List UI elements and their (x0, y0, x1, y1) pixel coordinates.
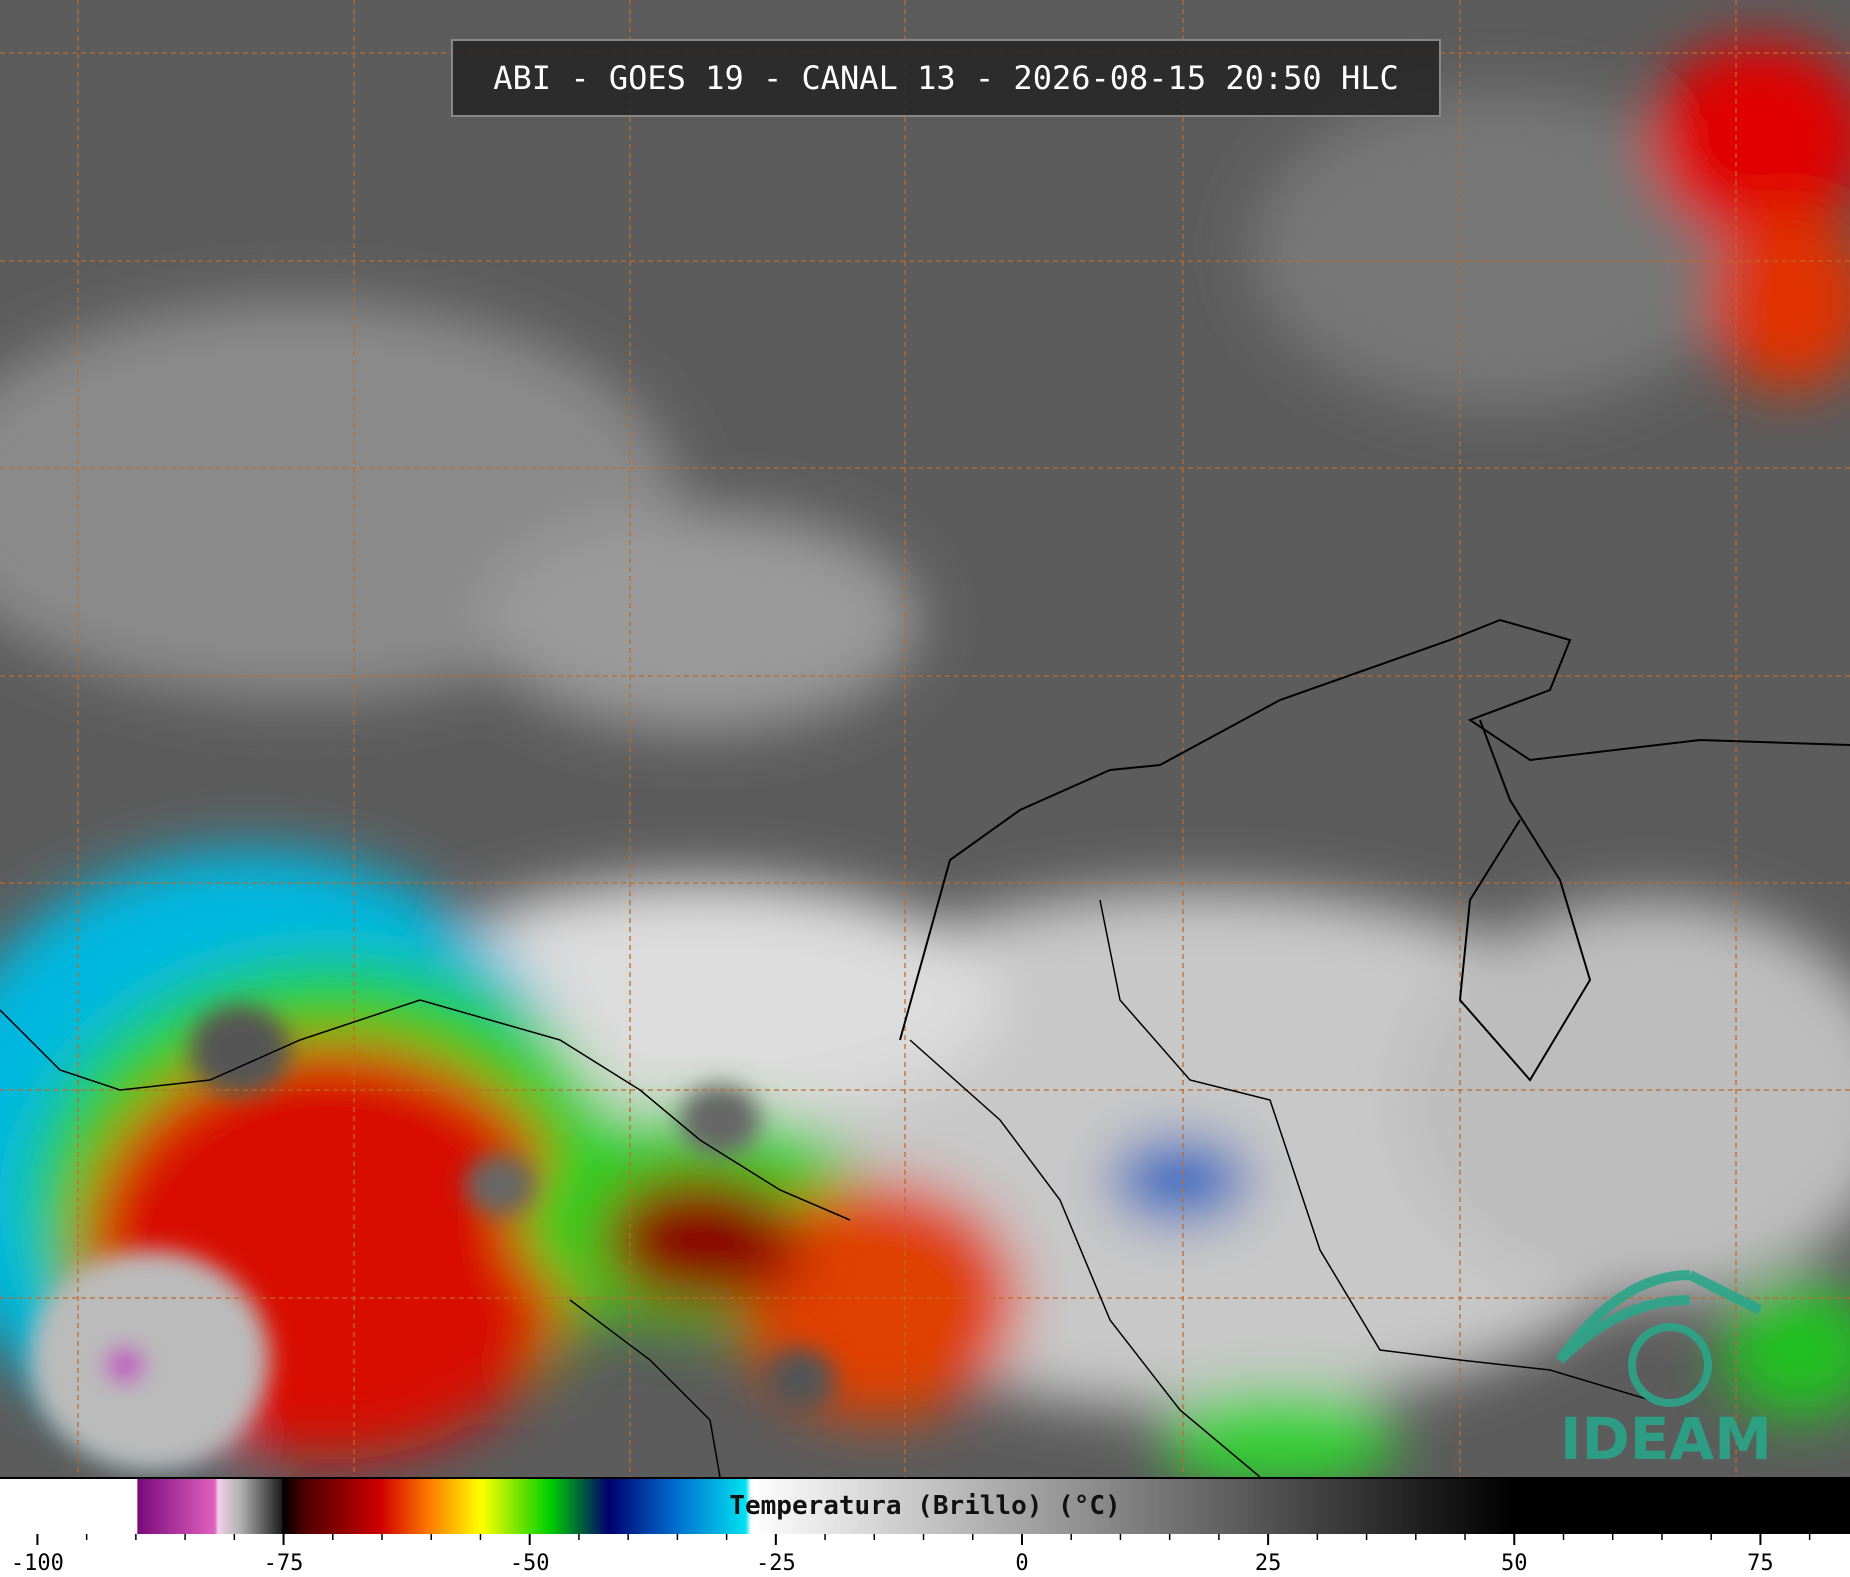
colorbar-axis: -100 -75 -50 -25 0 25 50 75 (0, 1534, 1850, 1577)
tick-label: -100 (11, 1551, 64, 1576)
title: ABI - GOES 19 - CANAL 13 - 2026-08-15 20… (451, 39, 1441, 117)
tick-label: -75 (264, 1551, 304, 1576)
colorbar (0, 1477, 1850, 1534)
tick-label: -50 (510, 1551, 550, 1576)
satellite-map (0, 0, 1850, 1477)
tick-label: 50 (1501, 1551, 1528, 1576)
tick-label: 0 (1015, 1551, 1028, 1576)
logo-text: IDEAM (1560, 1405, 1772, 1473)
tick-label: 25 (1255, 1551, 1282, 1576)
tick-label: -25 (756, 1551, 796, 1576)
tick-label: 75 (1747, 1551, 1774, 1576)
